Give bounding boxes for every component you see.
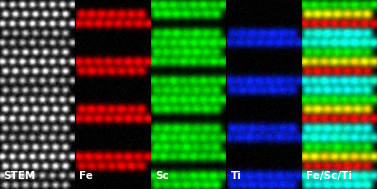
Text: Fe: Fe [79,171,93,181]
Text: Sc: Sc [155,171,169,181]
Text: Fe/Sc/Ti: Fe/Sc/Ti [306,171,352,181]
Text: Ti: Ti [231,171,242,181]
Text: STEM: STEM [4,171,36,181]
